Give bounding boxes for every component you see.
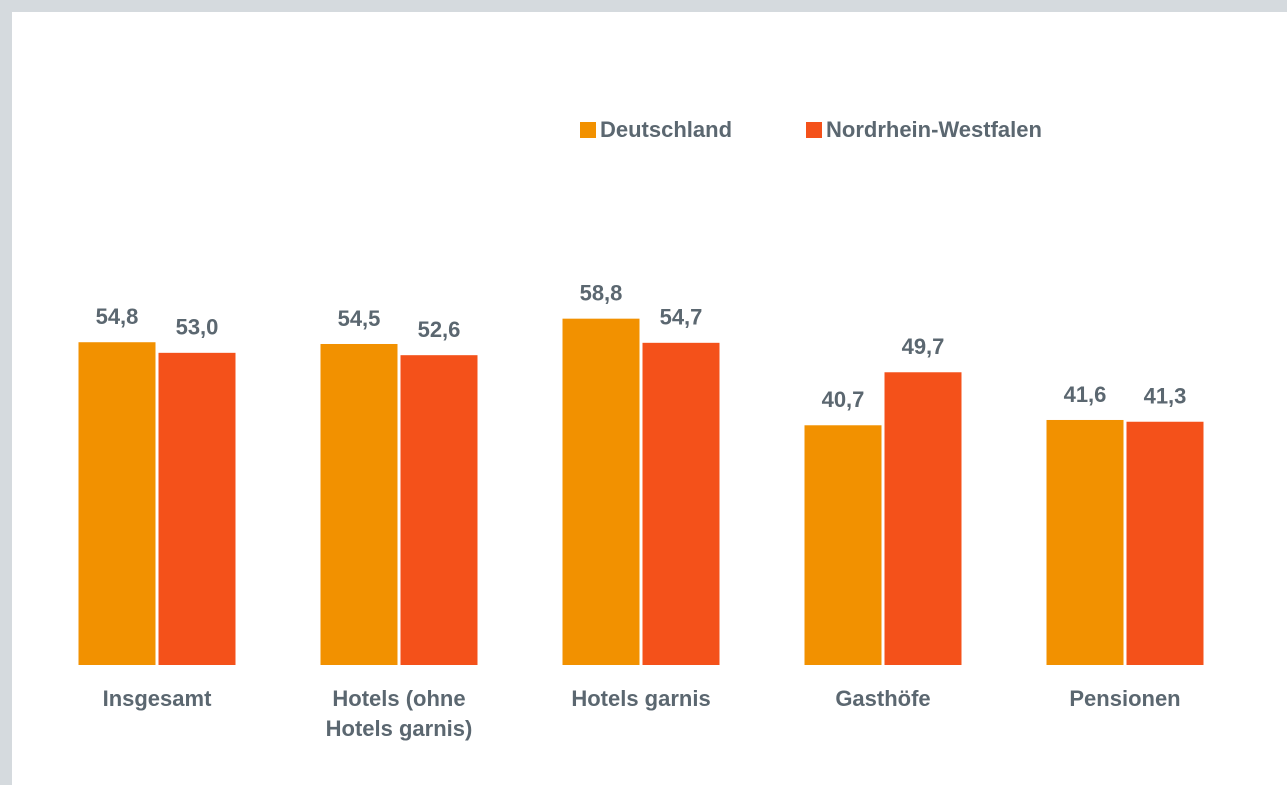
data-label: 54,8 — [96, 304, 139, 329]
data-label: 41,3 — [1144, 384, 1187, 409]
bar — [320, 343, 398, 665]
x-tick-label: Hotels garnis — [571, 686, 711, 711]
data-label: 49,7 — [902, 334, 945, 359]
x-tick-label: Pensionen — [1069, 686, 1181, 711]
bar — [804, 425, 882, 665]
bar — [400, 355, 478, 665]
bar — [1046, 419, 1124, 665]
data-label: 40,7 — [822, 387, 865, 412]
x-tick-label: Insgesamt — [102, 686, 212, 711]
bar — [78, 342, 156, 665]
data-label: 53,0 — [176, 315, 219, 340]
legend-label: Nordrhein-Westfalen — [826, 117, 1042, 142]
data-label: 41,6 — [1064, 382, 1107, 407]
legend-swatch — [806, 122, 822, 138]
data-label: 54,5 — [338, 306, 381, 331]
x-tick-label: Gasthöfe — [835, 686, 931, 711]
bar — [1126, 421, 1204, 665]
legend-swatch — [580, 122, 596, 138]
bar — [158, 352, 236, 665]
x-tick-label: Hotels (ohne Hotels garnis) — [325, 686, 473, 741]
bar — [884, 372, 962, 665]
bar — [642, 342, 720, 665]
data-label: 52,6 — [418, 317, 461, 342]
data-label: 58,8 — [580, 280, 623, 305]
bar — [562, 318, 640, 665]
data-label: 54,7 — [660, 305, 703, 330]
legend-label: Deutschland — [600, 117, 732, 142]
